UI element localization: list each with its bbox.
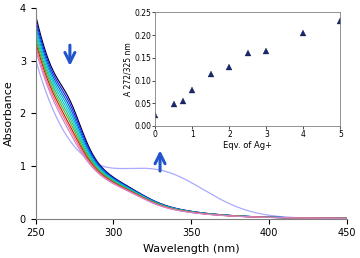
Y-axis label: Absorbance: Absorbance — [4, 80, 14, 146]
X-axis label: Wavelength (nm): Wavelength (nm) — [143, 244, 239, 254]
